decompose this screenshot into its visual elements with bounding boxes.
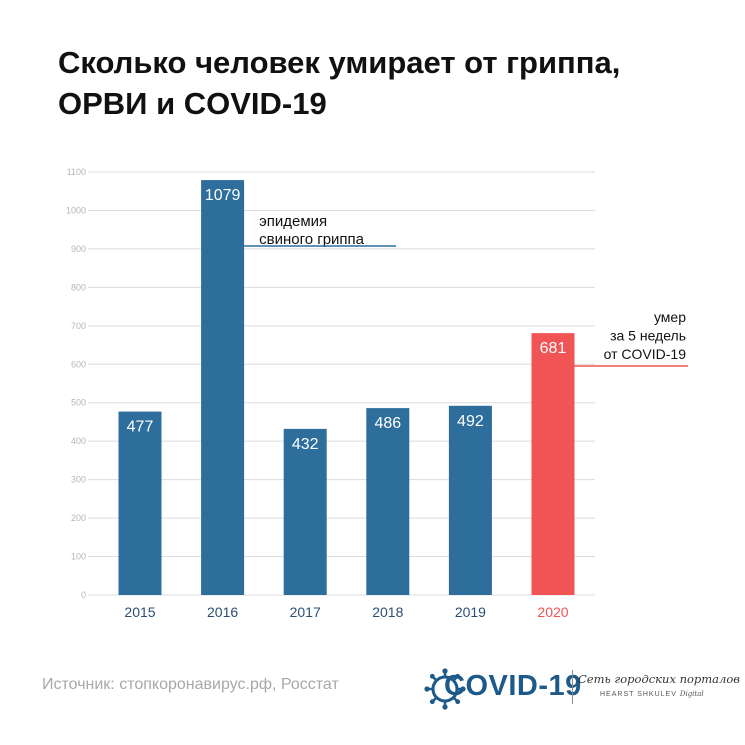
logo-divider (572, 670, 573, 704)
y-tick-label: 100 (71, 552, 86, 562)
y-tick-label: 900 (71, 244, 86, 254)
x-category-label: 2016 (207, 604, 238, 620)
logo-subtitle: Сеть городских порталов (578, 672, 740, 686)
x-category-label: 2015 (124, 604, 155, 620)
logo-title: COVID-19 (444, 670, 582, 702)
y-tick-label: 800 (71, 282, 86, 292)
bar-value-label: 1079 (205, 187, 241, 204)
chart-title-line-1: Сколько человек умирает от гриппа, (58, 45, 621, 80)
source-note: Источник: стопкоронавирус.рф, Росстат (42, 676, 339, 693)
bar (283, 428, 327, 595)
logo-brand: HEARST SHKULEV Digital (600, 690, 704, 698)
y-tick-label: 700 (71, 321, 86, 331)
bar-chart: 0 100 200 300 400 500 600 700 800 900 1000 1100 477 2… (66, 167, 688, 620)
y-tick-label: 1100 (67, 167, 86, 177)
x-category-label: 2017 (290, 604, 321, 620)
x-category-label: 2018 (372, 604, 403, 620)
y-tick-label: 200 (71, 513, 86, 523)
virus-icon (424, 668, 466, 710)
y-tick-label: 400 (71, 436, 86, 446)
y-tick-label: 300 (71, 475, 86, 485)
bar-value-label: 477 (127, 419, 154, 436)
y-tick-label: 1000 (66, 205, 86, 215)
bar-value-label: 432 (292, 436, 319, 453)
bar-value-label: 681 (540, 340, 567, 357)
logo-brand-name: HEARST SHKULEV (600, 691, 677, 698)
covid-portal-logo: COVID-19 Сеть городских порталов HEARST … (424, 664, 740, 712)
y-tick-label: 0 (81, 590, 86, 600)
y-tick-label: 600 (71, 359, 86, 369)
x-category-label: 2019 (455, 604, 486, 620)
bar (448, 405, 492, 595)
annotation-epidemic: эпидемия свиного гриппа (259, 213, 365, 248)
bar (118, 411, 162, 595)
y-tick-label: 500 (71, 398, 86, 408)
logo-brand-suffix: Digital (679, 690, 704, 698)
bar-value-label: 492 (457, 413, 484, 430)
annotation-covid: умер за 5 недель от COVID-19 (604, 309, 687, 362)
chart-title: Сколько человек умирает от гриппа, ОРВИ … (58, 42, 718, 124)
chart-title-line-2: ОРВИ и COVID-19 (58, 86, 327, 121)
bar (366, 408, 410, 595)
bar-value-label: 486 (374, 415, 401, 432)
bar (201, 180, 245, 596)
x-category-label: 2020 (537, 604, 568, 620)
bar (531, 333, 575, 595)
